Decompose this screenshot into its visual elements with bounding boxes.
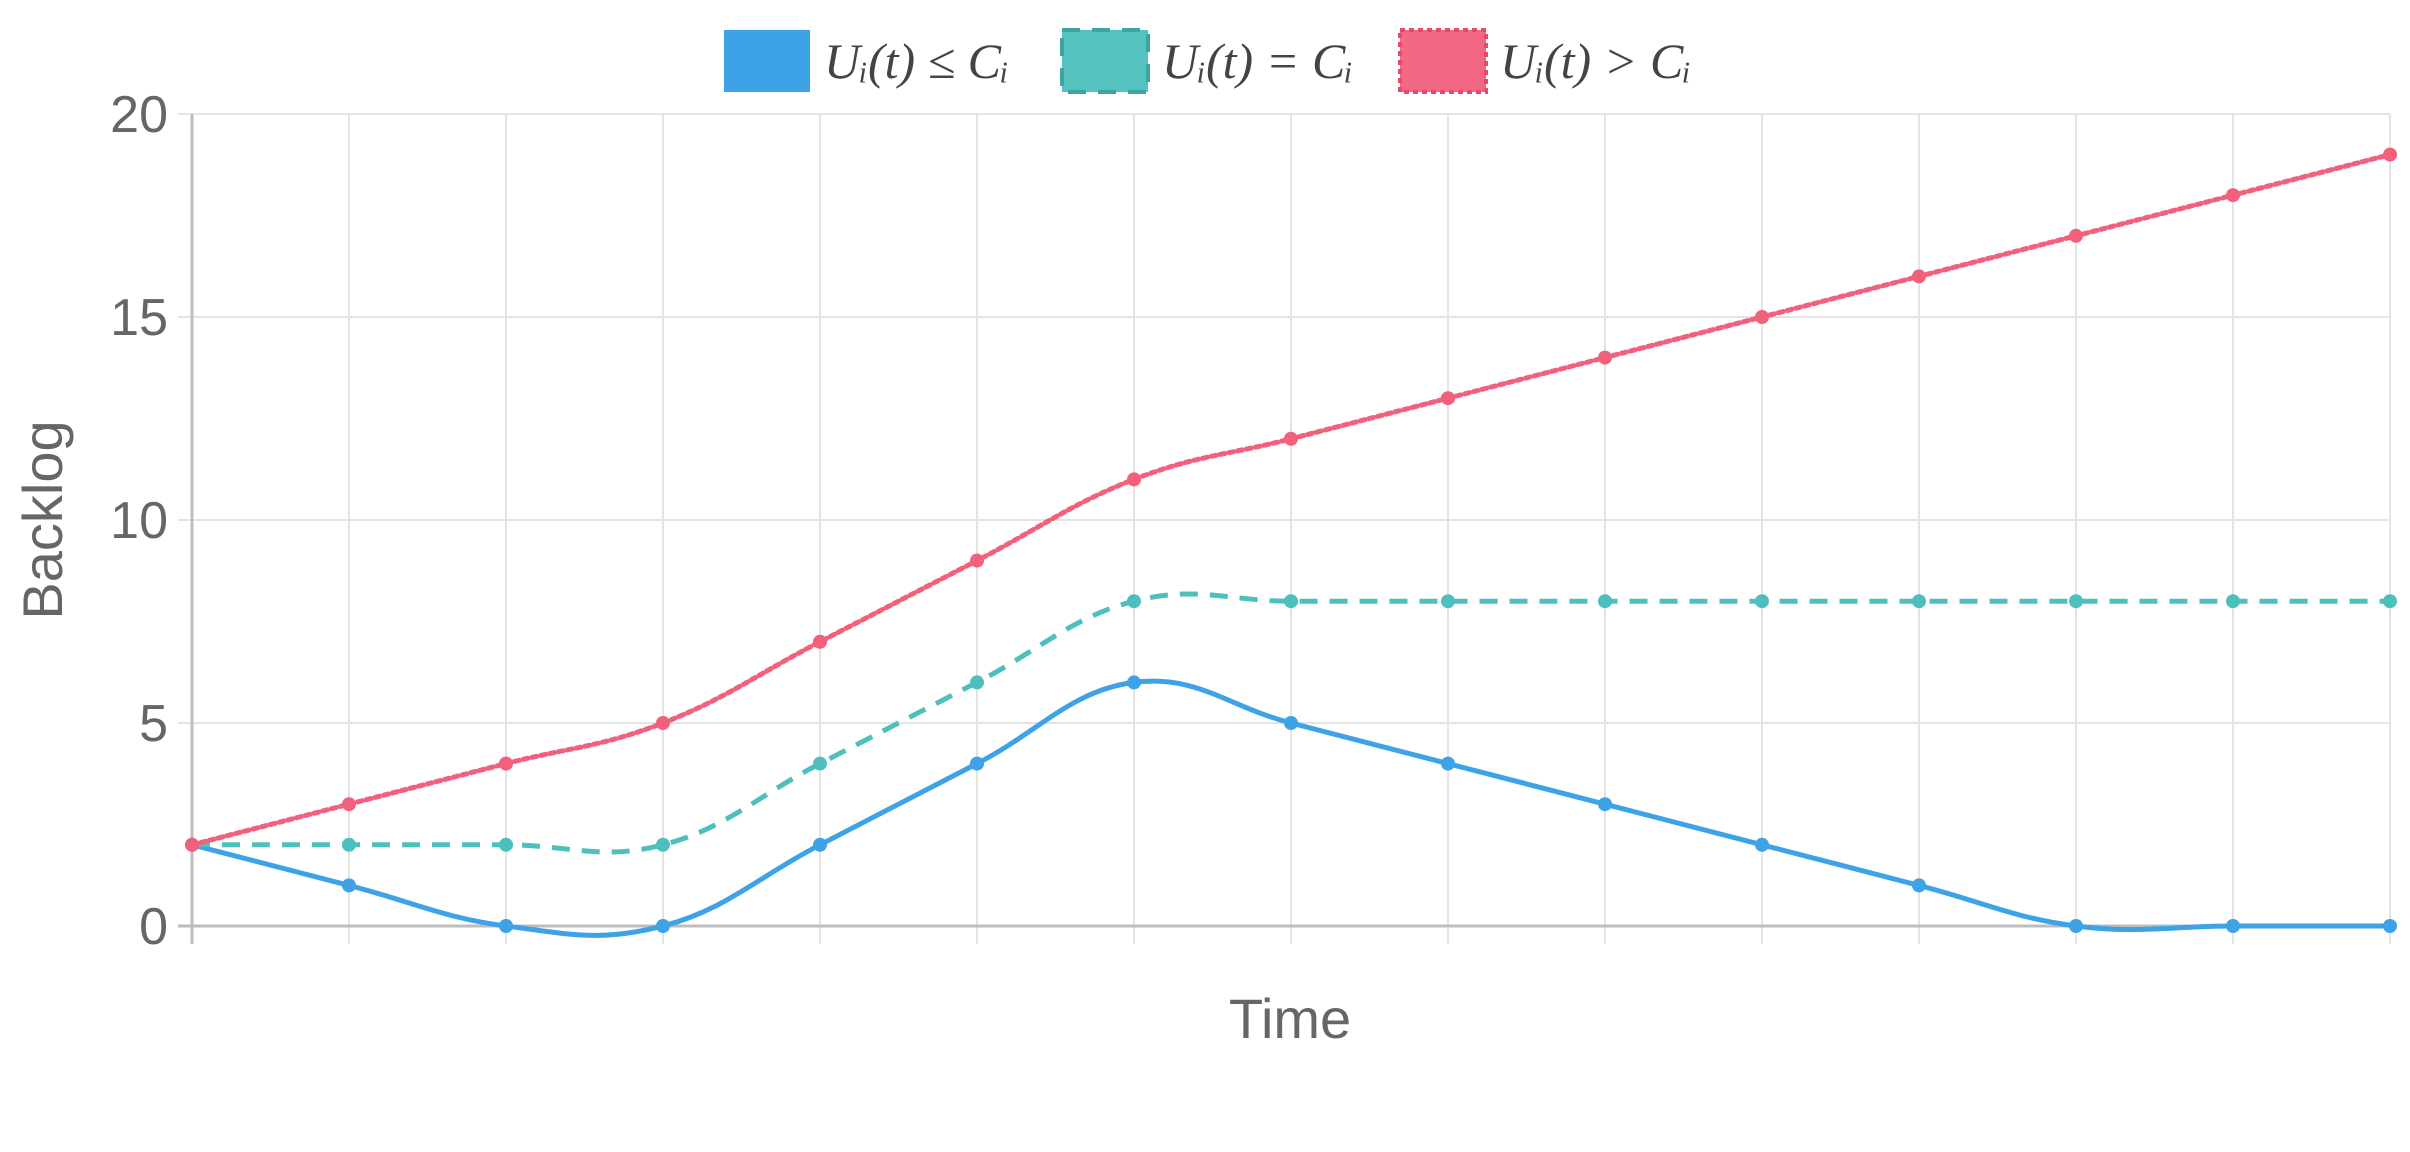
series-points — [185, 147, 2397, 933]
series-2-point — [2226, 594, 2240, 609]
series-3-point — [1912, 269, 1926, 284]
series-3-point — [2226, 188, 2240, 203]
series-1-point — [970, 756, 984, 771]
series-3-point — [1284, 431, 1298, 446]
series-3-point — [2383, 147, 2397, 162]
series-2-point — [2069, 594, 2083, 609]
series-1-point — [2383, 919, 2397, 933]
x-axis-title: Time — [1229, 987, 1351, 1050]
series-1-point — [2069, 919, 2083, 933]
series-2-point — [2383, 594, 2397, 609]
y-tick-label: 20 — [110, 86, 168, 144]
legend-label-3: Uᵢ(t) > Cᵢ — [1500, 33, 1691, 89]
series-2-point — [1127, 594, 1141, 609]
series-1-point — [1598, 797, 1612, 812]
series-1-point — [656, 919, 670, 933]
legend: Uᵢ(t) ≤ Cᵢ Uᵢ(t) = Cᵢ Uᵢ(t) > Cᵢ — [724, 28, 1691, 94]
legend-label-2: Uᵢ(t) = Cᵢ — [1162, 33, 1353, 89]
series-2-point — [1912, 594, 1926, 609]
series-3-point — [1441, 391, 1455, 406]
legend-swatch-2 — [1060, 28, 1150, 94]
series-1-point — [1755, 837, 1769, 852]
y-axis-ticks: 0 5 10 15 20 — [110, 86, 168, 956]
series-3-point — [656, 716, 670, 730]
y-tick-label: 5 — [139, 695, 168, 753]
series-3-point — [970, 553, 984, 568]
legend-label-1: Uᵢ(t) ≤ Cᵢ — [824, 33, 1009, 89]
series-1-point — [1441, 756, 1455, 771]
series-1-point — [1912, 878, 1926, 893]
series-2-point — [1441, 594, 1455, 609]
series-1-point — [499, 919, 513, 933]
series-1-point — [813, 837, 827, 852]
series-2-point — [342, 837, 356, 852]
series-2-point — [970, 675, 984, 690]
series-3-point — [342, 797, 356, 812]
legend-swatch-3 — [1398, 28, 1488, 94]
series-1-point — [1284, 716, 1298, 730]
series-1-point — [2226, 919, 2240, 933]
series-2-point — [499, 837, 513, 852]
series-1-point — [1127, 675, 1141, 690]
legend-swatch-1 — [724, 30, 810, 92]
series-lines — [189, 152, 2393, 938]
series-2-point — [1598, 594, 1612, 609]
series-3-point — [1127, 472, 1141, 487]
axes — [178, 114, 2390, 944]
y-tick-label: 0 — [139, 898, 168, 956]
series-line-2 — [191, 591, 2390, 855]
series-line-1 — [191, 678, 2390, 938]
series-2-point — [813, 756, 827, 771]
series-1-point — [342, 878, 356, 893]
series-3-point — [499, 756, 513, 771]
series-2-point — [1755, 594, 1769, 609]
series-3-point — [1755, 310, 1769, 324]
series-3-point — [813, 634, 827, 649]
series-line-3 — [189, 152, 2393, 848]
y-tick-label: 10 — [110, 492, 168, 550]
series-3-point — [2069, 228, 2083, 243]
series-2-point — [1284, 594, 1298, 609]
y-axis-title: Backlog — [11, 420, 74, 619]
series-2-point — [656, 837, 670, 852]
series-3-point — [185, 837, 199, 852]
series-3-point — [1598, 350, 1612, 365]
y-tick-label: 15 — [110, 289, 168, 347]
